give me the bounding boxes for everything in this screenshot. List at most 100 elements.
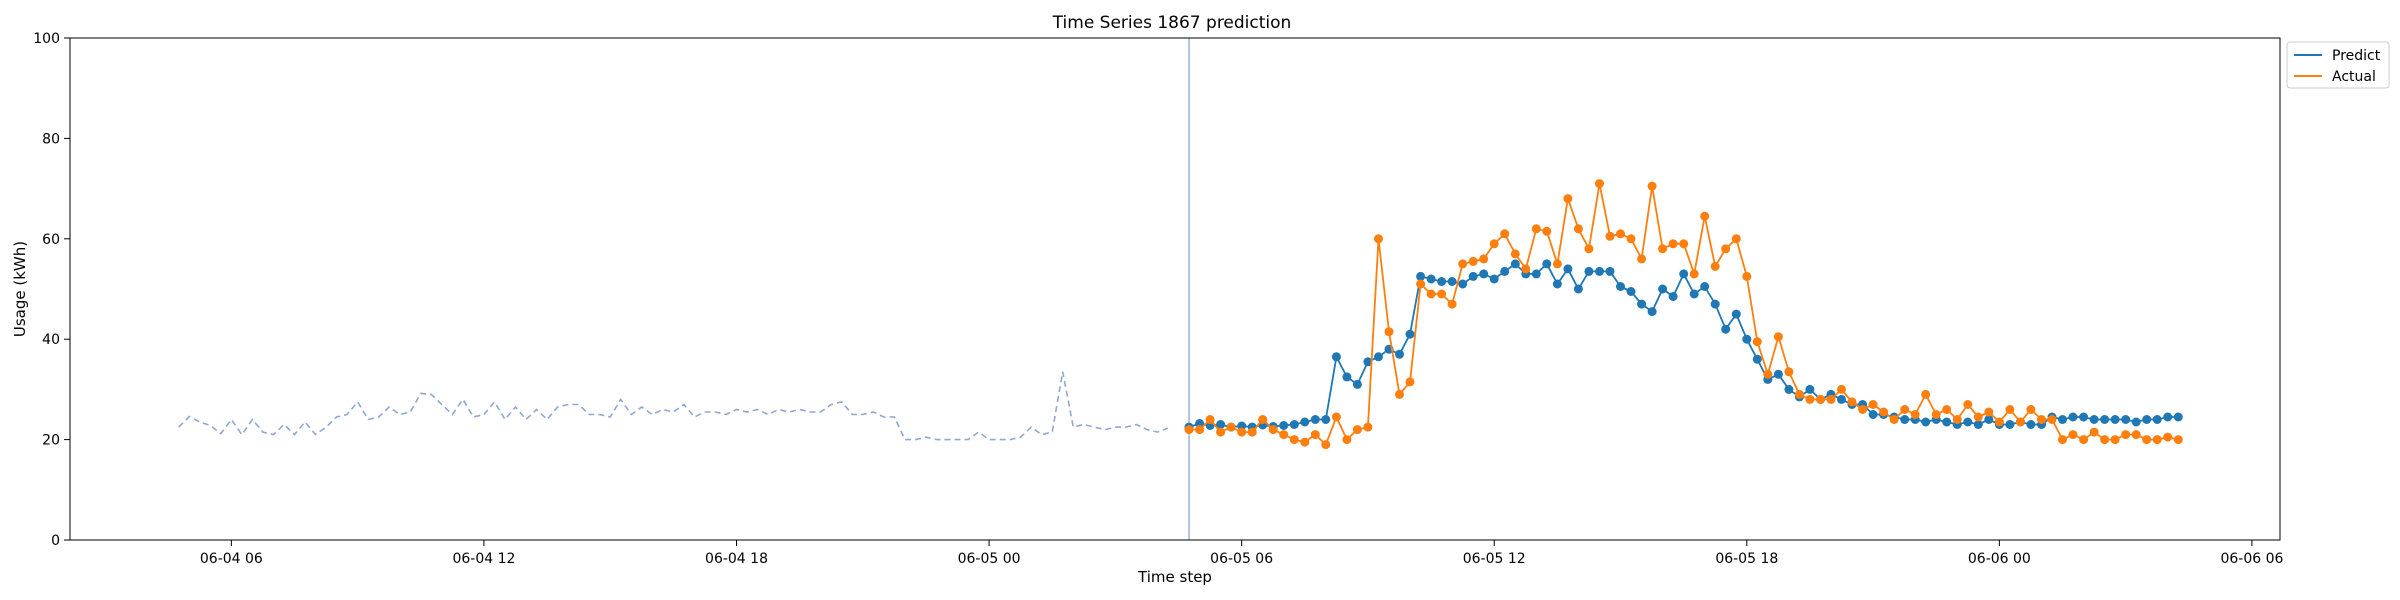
actual-point (1763, 369, 1773, 379)
actual-point (1710, 261, 1720, 271)
actual-point (1910, 410, 1920, 419)
actual-point (2173, 435, 2183, 445)
predict-point (2121, 415, 2131, 424)
actual-point (1331, 412, 1341, 422)
actual-point (2163, 432, 2173, 442)
y-axis: 0 20 40 60 80 100 (33, 31, 70, 549)
actual-point (1826, 394, 1836, 404)
actual-point (2005, 405, 2015, 414)
predict-point (1731, 309, 1741, 319)
predict-point (2079, 412, 2089, 422)
actual-point (1689, 269, 1699, 279)
predict-point (2100, 415, 2110, 424)
actual-point (1552, 259, 1562, 269)
actual-point (2047, 415, 2057, 424)
actual-point (1658, 244, 1668, 254)
actual-point (1395, 389, 1404, 399)
actual-point (1868, 400, 1878, 409)
actual-point (1963, 400, 1973, 409)
legend-predict-label: Predict (2332, 48, 2381, 64)
predict-point (1468, 271, 1478, 281)
x-tick-label: 06-04 06 (200, 551, 263, 567)
actual-point (1510, 249, 1520, 259)
predict-point (1984, 415, 1994, 424)
actual-point (1805, 394, 1815, 404)
actual-point (1584, 244, 1594, 254)
predict-point (2058, 415, 2067, 424)
actual-point (1900, 405, 1910, 414)
actual-point (1479, 254, 1489, 264)
actual-point (1468, 256, 1478, 266)
predict-point (1900, 415, 1910, 424)
predict-point (1668, 292, 1678, 301)
x-tick-label: 06-06 00 (1968, 551, 2031, 567)
predict-point (2152, 415, 2162, 424)
y-tick-label: 20 (42, 433, 60, 449)
predict-point (1573, 284, 1583, 294)
actual-point (1784, 367, 1794, 377)
actual-point (1573, 224, 1583, 234)
actual-point (2026, 405, 2036, 414)
actual-point (1374, 234, 1383, 244)
predict-point (1542, 259, 1552, 269)
actual-point (1679, 239, 1689, 249)
predict-point (1921, 417, 1931, 427)
x-tick-label: 06-04 18 (705, 551, 768, 567)
actual-point (1816, 394, 1825, 404)
actual-point (1289, 435, 1299, 445)
predict-point (1279, 421, 1289, 430)
actual-point (1342, 435, 1352, 445)
actual-point (1616, 229, 1625, 239)
actual-point (1721, 244, 1731, 254)
x-tick-label: 06-05 12 (1463, 551, 1526, 567)
predict-point (1773, 369, 1783, 379)
actual-point (1889, 415, 1899, 424)
actual-point (2089, 427, 2099, 437)
predict-point (1552, 279, 1562, 289)
history-series (178, 371, 1169, 441)
actual-point (1500, 229, 1510, 239)
actual-point (2110, 435, 2120, 445)
predict-point (1689, 289, 1699, 299)
predict-point (1700, 282, 1710, 291)
predict-point (1605, 266, 1615, 276)
actual-point (1321, 440, 1331, 450)
actual-point (1300, 437, 1310, 447)
actual-point (1921, 389, 1931, 399)
actual-point (2131, 430, 2141, 440)
x-tick-label: 06-05 06 (1210, 551, 1273, 567)
actual-point (1931, 410, 1941, 419)
predict-point (1500, 266, 1510, 276)
chart-title: Time Series 1867 prediction (1052, 13, 1292, 33)
predict-point (1531, 269, 1541, 279)
predict-point (1721, 324, 1731, 334)
actual-point (1794, 389, 1804, 399)
actual-point (1237, 427, 1247, 437)
actual-point (1310, 430, 1320, 440)
predict-point (1458, 279, 1468, 289)
predict-point (1584, 266, 1594, 276)
x-tick-label: 06-05 00 (958, 551, 1021, 567)
actual-point (2100, 435, 2110, 445)
predict-point (1289, 420, 1299, 429)
actual-point (1942, 405, 1952, 414)
actual-point (1531, 224, 1541, 234)
predict-point (2110, 415, 2120, 424)
actual-point (1405, 377, 1415, 387)
actual-point (2152, 435, 2162, 445)
actual-point (1195, 425, 1205, 435)
actual-point (1216, 427, 1226, 437)
predict-point (1426, 274, 1436, 284)
predict-point (1300, 417, 1310, 427)
y-tick-label: 100 (33, 31, 60, 47)
predict-point (1710, 299, 1720, 309)
predict-point (1752, 354, 1762, 364)
predict-point (1405, 329, 1415, 339)
predict-point (1647, 307, 1657, 317)
predict-point (2163, 412, 2173, 422)
predict-point (1321, 415, 1331, 424)
predict-point (2005, 420, 2015, 429)
actual-point (1279, 430, 1289, 440)
predict-point (1352, 379, 1362, 389)
